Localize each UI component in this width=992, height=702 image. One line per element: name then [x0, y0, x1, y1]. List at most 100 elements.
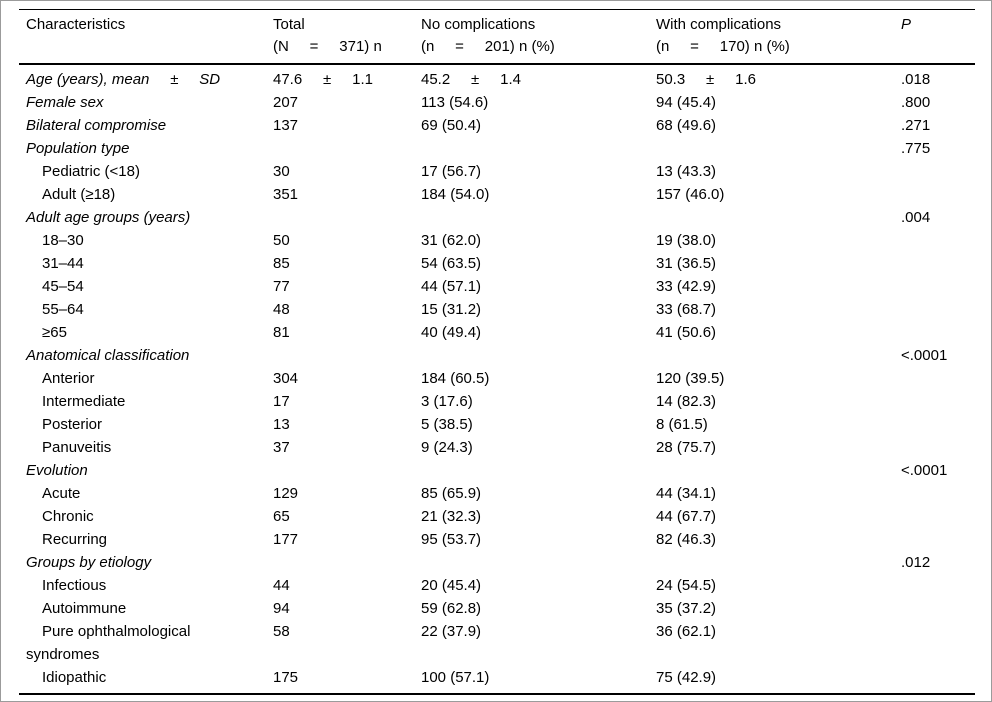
column-header-no-complications: No complications (n = 201) n (%) — [421, 9, 656, 65]
table-row: Intermediate 17 3 (17.6) 14 (82.3) — [19, 390, 975, 413]
cell-p-value — [901, 620, 975, 666]
row-label: Age (years), mean ± SD — [26, 71, 221, 88]
table-row: 55–64 48 15 (31.2) 33 (68.7) — [19, 298, 975, 321]
cell-p-value: .004 — [901, 209, 931, 226]
cell-with-complications: 8 (61.5) — [656, 416, 708, 433]
cell-no-complications: 59 (62.8) — [421, 600, 482, 617]
cell-total: 81 — [273, 324, 290, 341]
column-header-no-complications-subtext: (n = 201) n (%) — [421, 38, 555, 55]
cell-no-complications: 54 (63.5) — [421, 255, 482, 272]
cell-no-complications: 31 (62.0) — [421, 232, 482, 249]
row-label: ≥65 — [42, 324, 67, 341]
cell-no-complications: 113 (54.6) — [421, 94, 489, 111]
cell-total: 129 — [273, 485, 299, 502]
row-label: 55–64 — [42, 301, 84, 318]
cell-no-complications: 44 (57.1) — [421, 278, 482, 295]
cell-p-value — [901, 298, 975, 321]
cell-p-value: .800 — [901, 94, 931, 111]
column-header-total: Total (N = 371) n — [273, 9, 421, 65]
cell-total — [273, 137, 421, 160]
cell-no-complications: 45.2 ± 1.4 — [421, 71, 521, 88]
table-row: Panuveitis 37 9 (24.3) 28 (75.7) — [19, 436, 975, 459]
cell-p-value — [901, 275, 975, 298]
column-header-p-value: P — [901, 9, 975, 65]
row-label: Evolution — [26, 462, 88, 479]
cell-with-complications: 41 (50.6) — [656, 324, 717, 341]
row-label: Adult age groups (years) — [26, 209, 191, 226]
column-header-p-value-label: P — [901, 16, 912, 33]
row-label: Recurring — [42, 531, 108, 548]
cell-total: 13 — [273, 416, 290, 433]
cell-total: 47.6 ± 1.1 — [273, 71, 373, 88]
column-header-no-complications-label: No complications — [421, 16, 536, 33]
cell-p-value — [901, 252, 975, 275]
cell-total: 85 — [273, 255, 290, 272]
cell-with-complications: 33 (42.9) — [656, 278, 717, 295]
table-row: ≥65 81 40 (49.4) 41 (50.6) — [19, 321, 975, 344]
cell-no-complications: 17 (56.7) — [421, 163, 482, 180]
cell-total — [273, 459, 421, 482]
row-label: 31–44 — [42, 255, 84, 272]
cell-no-complications: 22 (37.9) — [421, 623, 482, 640]
row-label: Female sex — [26, 94, 104, 111]
cell-with-complications: 19 (38.0) — [656, 232, 717, 249]
column-header-characteristics: Characteristics — [19, 9, 273, 65]
cell-no-complications: 3 (17.6) — [421, 393, 473, 410]
cell-total: 94 — [273, 600, 290, 617]
cell-p-value: <.0001 — [901, 347, 948, 364]
cell-with-complications: 24 (54.5) — [656, 577, 717, 594]
column-header-total-subtext: (N = 371) n — [273, 38, 382, 55]
cell-with-complications: 36 (62.1) — [656, 623, 717, 640]
cell-with-complications — [656, 344, 901, 367]
cell-p-value — [901, 597, 975, 620]
row-label: Chronic — [42, 508, 94, 525]
cell-p-value — [901, 160, 975, 183]
cell-total — [273, 551, 421, 574]
cell-p-value — [901, 574, 975, 597]
cell-no-complications: 9 (24.3) — [421, 439, 473, 456]
cell-total: 175 — [273, 666, 421, 695]
cell-with-complications: 75 (42.9) — [656, 666, 901, 695]
table-row: Bilateral compromise 137 69 (50.4) 68 (49.6… — [19, 114, 975, 137]
cell-total: 137 — [273, 117, 299, 134]
cell-total — [273, 344, 421, 367]
cell-p-value — [901, 482, 975, 505]
row-label: Anterior — [42, 370, 95, 387]
cell-no-complications — [421, 206, 656, 229]
cell-p-value — [901, 390, 975, 413]
row-label: Idiopathic — [19, 666, 273, 695]
table-row: Idiopathic 175 100 (57.1) 75 (42.9) — [19, 666, 975, 695]
cell-with-complications: 13 (43.3) — [656, 163, 717, 180]
row-label: Population type — [26, 140, 130, 157]
cell-total: 48 — [273, 301, 290, 318]
cell-with-complications: 35 (37.2) — [656, 600, 717, 617]
table-header: Characteristics Total (N = 371) n No com… — [19, 9, 975, 65]
table-row: Chronic 65 21 (32.3) 44 (67.7) — [19, 505, 975, 528]
cell-with-complications — [656, 206, 901, 229]
cell-total: 65 — [273, 508, 290, 525]
cell-no-complications: 69 (50.4) — [421, 117, 482, 134]
cell-total: 304 — [273, 370, 299, 387]
cell-no-complications — [421, 344, 656, 367]
table-row: Adult (≥18) 351 184 (54.0) 157 (46.0) — [19, 183, 975, 206]
cell-with-complications — [656, 459, 901, 482]
cell-total: 177 — [273, 531, 299, 548]
cell-total: 77 — [273, 278, 290, 295]
table-row: Acute 129 85 (65.9) 44 (34.1) — [19, 482, 975, 505]
cell-no-complications — [421, 551, 656, 574]
cell-with-complications: 157 (46.0) — [656, 186, 725, 203]
row-label: Anatomical classification — [26, 347, 190, 364]
header-row: Characteristics Total (N = 371) n No com… — [19, 9, 975, 65]
cell-with-complications — [656, 551, 901, 574]
table-row: 18–30 50 31 (62.0) 19 (38.0) — [19, 229, 975, 252]
cell-total: 37 — [273, 439, 290, 456]
cell-no-complications: 100 (57.1) — [421, 666, 656, 695]
cell-p-value: .775 — [901, 140, 931, 157]
row-label: Intermediate — [42, 393, 126, 410]
cell-no-complications: 85 (65.9) — [421, 485, 482, 502]
cell-no-complications: 5 (38.5) — [421, 416, 473, 433]
cell-p-value — [901, 367, 975, 390]
cell-total: 207 — [273, 94, 299, 111]
cell-p-value: .012 — [901, 554, 931, 571]
